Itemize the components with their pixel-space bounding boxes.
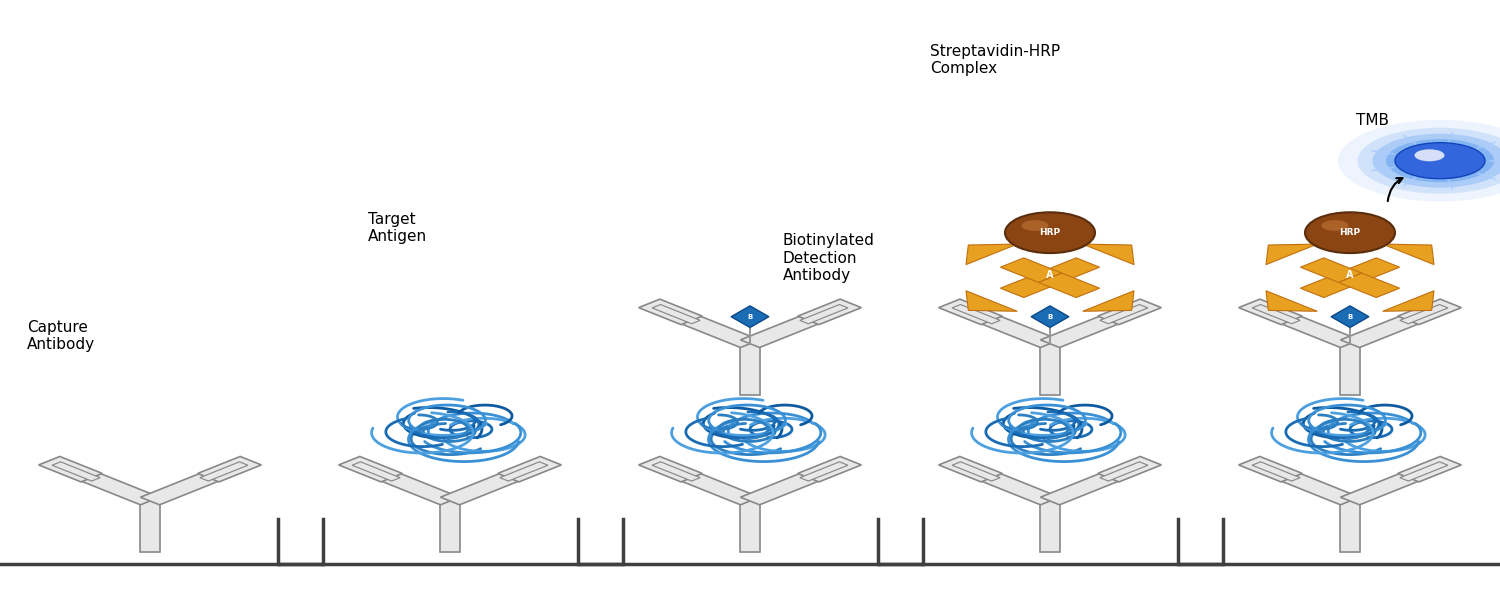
Polygon shape bbox=[362, 466, 459, 505]
Polygon shape bbox=[1262, 466, 1359, 505]
Polygon shape bbox=[939, 299, 1002, 325]
Polygon shape bbox=[1038, 258, 1100, 283]
Polygon shape bbox=[498, 457, 561, 482]
Polygon shape bbox=[141, 466, 238, 505]
Polygon shape bbox=[1041, 344, 1059, 395]
Polygon shape bbox=[1341, 501, 1359, 552]
Polygon shape bbox=[141, 501, 160, 552]
Polygon shape bbox=[800, 305, 847, 324]
Polygon shape bbox=[1239, 457, 1302, 482]
Circle shape bbox=[1414, 149, 1444, 161]
Text: Capture
Antibody: Capture Antibody bbox=[27, 320, 94, 352]
Polygon shape bbox=[1398, 299, 1461, 325]
Polygon shape bbox=[1038, 273, 1100, 298]
Polygon shape bbox=[441, 466, 538, 505]
Polygon shape bbox=[1300, 273, 1362, 298]
Polygon shape bbox=[1266, 244, 1317, 265]
Polygon shape bbox=[339, 457, 402, 482]
Polygon shape bbox=[639, 299, 702, 325]
Polygon shape bbox=[1041, 501, 1059, 552]
Polygon shape bbox=[1098, 299, 1161, 325]
Polygon shape bbox=[730, 306, 770, 328]
Text: Target
Antigen: Target Antigen bbox=[368, 212, 426, 244]
Text: Biotinylated
Detection
Antibody: Biotinylated Detection Antibody bbox=[783, 233, 874, 283]
Polygon shape bbox=[1100, 462, 1148, 481]
Polygon shape bbox=[200, 462, 248, 481]
Text: A: A bbox=[1047, 269, 1053, 280]
Text: Streptavidin-HRP
Complex: Streptavidin-HRP Complex bbox=[930, 44, 1060, 76]
Polygon shape bbox=[1266, 291, 1317, 311]
Polygon shape bbox=[1341, 308, 1438, 347]
Text: B: B bbox=[1347, 314, 1353, 320]
Polygon shape bbox=[1341, 344, 1359, 395]
Polygon shape bbox=[1398, 457, 1461, 482]
Polygon shape bbox=[798, 457, 861, 482]
Circle shape bbox=[1386, 139, 1494, 182]
Polygon shape bbox=[1252, 462, 1300, 481]
Polygon shape bbox=[1041, 308, 1138, 347]
Polygon shape bbox=[962, 466, 1059, 505]
Polygon shape bbox=[639, 457, 702, 482]
Circle shape bbox=[1338, 120, 1500, 202]
Polygon shape bbox=[952, 462, 1000, 481]
Ellipse shape bbox=[1022, 220, 1048, 231]
Polygon shape bbox=[966, 291, 1017, 311]
Polygon shape bbox=[1100, 305, 1148, 324]
Polygon shape bbox=[1338, 258, 1400, 283]
Polygon shape bbox=[741, 501, 759, 552]
Polygon shape bbox=[500, 462, 548, 481]
Polygon shape bbox=[62, 466, 159, 505]
Polygon shape bbox=[652, 462, 700, 481]
Polygon shape bbox=[952, 305, 1000, 324]
Polygon shape bbox=[1400, 462, 1447, 481]
Polygon shape bbox=[1030, 306, 1069, 328]
Circle shape bbox=[1372, 134, 1500, 188]
Polygon shape bbox=[1000, 273, 1062, 298]
Polygon shape bbox=[1000, 258, 1062, 283]
Polygon shape bbox=[1341, 466, 1438, 505]
Text: HRP: HRP bbox=[1340, 228, 1360, 237]
Polygon shape bbox=[441, 501, 459, 552]
Polygon shape bbox=[198, 457, 261, 482]
Ellipse shape bbox=[1305, 212, 1395, 253]
Text: HRP: HRP bbox=[1040, 228, 1060, 237]
Ellipse shape bbox=[1322, 220, 1348, 231]
Polygon shape bbox=[1083, 244, 1134, 265]
Polygon shape bbox=[741, 466, 839, 505]
Polygon shape bbox=[652, 305, 700, 324]
Text: A: A bbox=[1347, 269, 1353, 280]
Polygon shape bbox=[53, 462, 100, 481]
Polygon shape bbox=[1300, 258, 1362, 283]
Polygon shape bbox=[962, 308, 1059, 347]
Text: TMB: TMB bbox=[1356, 113, 1389, 128]
Polygon shape bbox=[1383, 291, 1434, 311]
Polygon shape bbox=[1252, 305, 1300, 324]
Polygon shape bbox=[1083, 291, 1134, 311]
Text: B: B bbox=[747, 314, 753, 320]
Polygon shape bbox=[741, 344, 759, 395]
Polygon shape bbox=[1330, 306, 1370, 328]
Polygon shape bbox=[1262, 308, 1359, 347]
Circle shape bbox=[1395, 143, 1485, 179]
Polygon shape bbox=[939, 457, 1002, 482]
Polygon shape bbox=[662, 308, 759, 347]
Polygon shape bbox=[662, 466, 759, 505]
Polygon shape bbox=[741, 308, 839, 347]
Polygon shape bbox=[798, 299, 861, 325]
Polygon shape bbox=[1383, 244, 1434, 265]
Circle shape bbox=[1358, 128, 1500, 194]
Ellipse shape bbox=[1005, 212, 1095, 253]
Polygon shape bbox=[1338, 273, 1400, 298]
Polygon shape bbox=[352, 462, 401, 481]
Polygon shape bbox=[1400, 305, 1447, 324]
Polygon shape bbox=[1098, 457, 1161, 482]
Text: B: B bbox=[1047, 314, 1053, 320]
Polygon shape bbox=[39, 457, 102, 482]
Polygon shape bbox=[966, 244, 1017, 265]
Polygon shape bbox=[1239, 299, 1302, 325]
Polygon shape bbox=[1041, 466, 1138, 505]
Polygon shape bbox=[800, 462, 847, 481]
